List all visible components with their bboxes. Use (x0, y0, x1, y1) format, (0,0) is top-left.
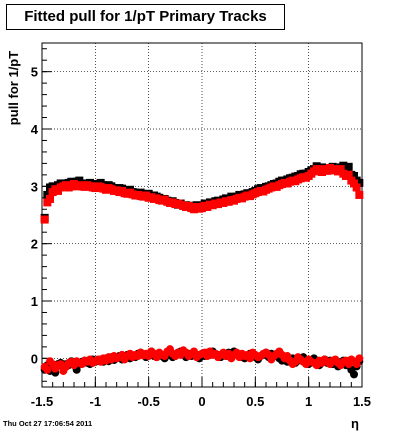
y-tick-label: 2 (31, 237, 38, 252)
x-tick-label: -0.5 (137, 394, 159, 409)
x-tick-label: -1 (90, 394, 102, 409)
series-1-upper-point (344, 170, 353, 179)
chart-title-box: Fitted pull for 1/pT Primary Tracks (6, 4, 285, 30)
x-tick-label: 1.5 (353, 394, 371, 409)
tick-labels: -1.5 -1 -0.5 0 0.5 1 1.5 0 1 2 3 4 5 (31, 65, 371, 409)
series-1-lower-point (43, 365, 52, 374)
series-0-upper-point (350, 172, 358, 181)
x-tick-label: 0.5 (246, 394, 264, 409)
series-0-upper-point (43, 190, 52, 199)
chart-title: Fitted pull for 1/pT Primary Tracks (24, 8, 267, 25)
series-1-lower-point (355, 354, 364, 363)
series-1-upper-point (350, 179, 358, 188)
y-tick-label: 4 (31, 122, 39, 137)
y-tick-label: 0 (31, 351, 38, 366)
x-tick-label: -1.5 (31, 394, 53, 409)
y-tick-label: 3 (31, 179, 38, 194)
series-1-upper-point (336, 165, 345, 174)
series-1-upper-point (352, 183, 361, 192)
grid (41, 43, 363, 387)
y-axis-label: pull for 1/pT (6, 51, 21, 125)
x-tick-label: 0 (198, 394, 205, 409)
series-0-lower-point (350, 370, 358, 379)
series-1-upper-point (46, 194, 54, 203)
series-1-upper-point (355, 190, 364, 199)
series-0-upper-point (344, 162, 353, 171)
y-tick-label: 5 (31, 65, 38, 80)
data-points (40, 161, 364, 379)
series-0-upper-point (355, 178, 364, 187)
x-tick-label: 1 (305, 394, 312, 409)
x-axis-label: η (351, 416, 359, 431)
y-tick-label: 1 (31, 294, 38, 309)
timestamp-footer: Thu Oct 27 17:06:54 2011 (3, 419, 93, 428)
series-1-upper-point (40, 215, 49, 224)
